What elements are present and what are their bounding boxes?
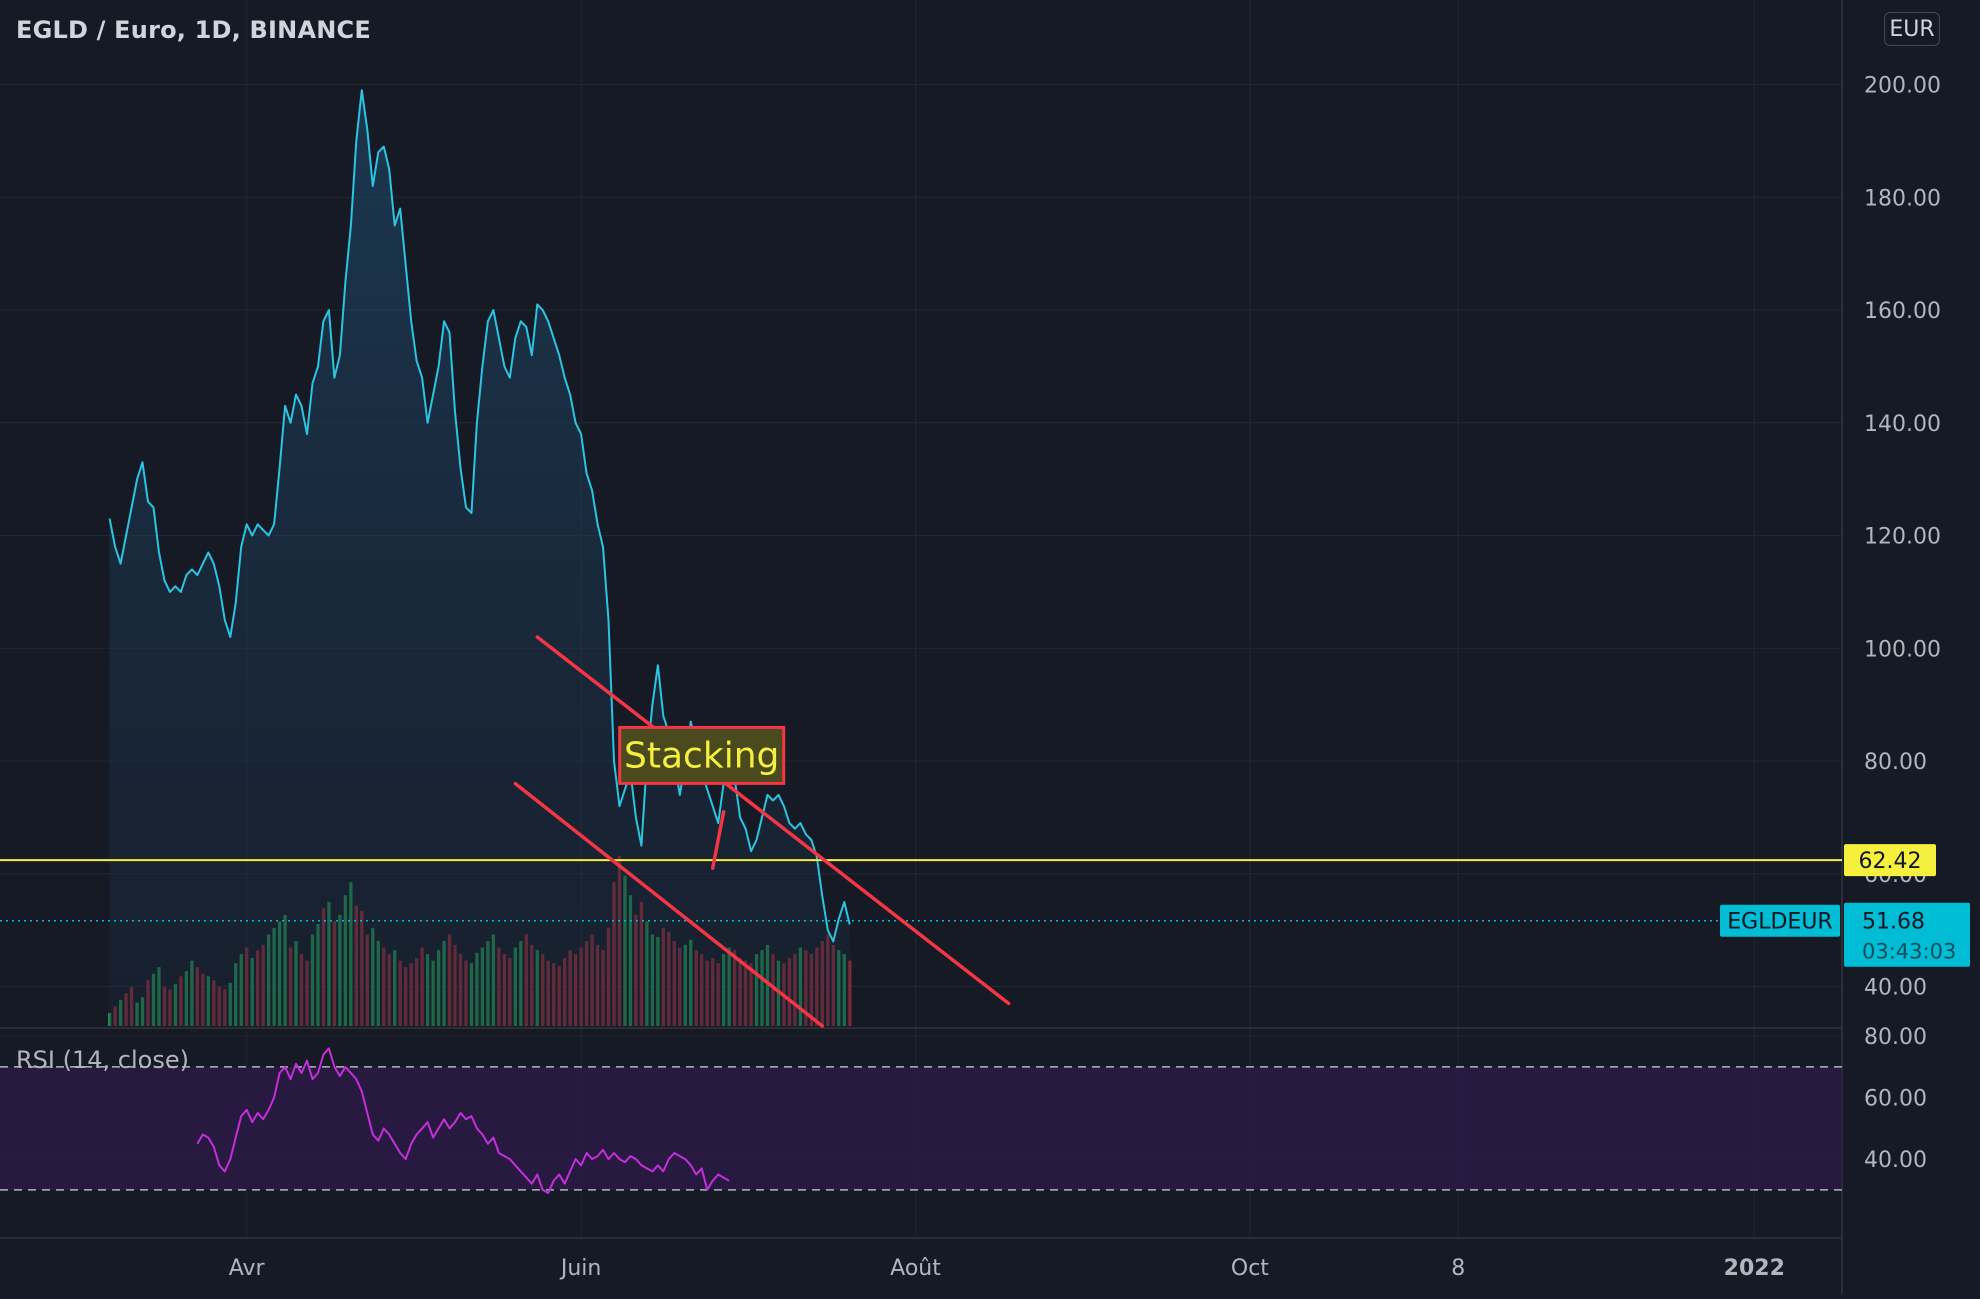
volume-bar — [848, 960, 852, 1026]
rsi-overbought-oversold-band — [0, 1066, 1842, 1190]
price-axis-label[interactable]: 160.00 — [1864, 299, 1941, 324]
price-labels: 62.42 EGLDEUR 51.68 03:43:03 — [1720, 844, 1970, 967]
rsi-axis-label[interactable]: 60.00 — [1864, 1087, 1927, 1112]
rsi-band — [0, 1066, 1842, 1191]
price-area-fill — [109, 90, 850, 1026]
annotation-box[interactable] — [618, 725, 786, 785]
rsi-indicator-label[interactable]: RSI (14, close) — [16, 1046, 189, 1074]
rsi-series-line — [196, 1047, 730, 1194]
support-price-label: 62.42 — [1859, 849, 1922, 874]
ticker-label: EGLDEUR — [1727, 910, 1832, 935]
ticker-label-bg — [1720, 904, 1840, 937]
time-axis-label[interactable]: Oct — [1231, 1256, 1269, 1281]
price-axis-label[interactable]: 80.00 — [1864, 750, 1927, 775]
time-axis-label[interactable]: 8 — [1451, 1256, 1465, 1281]
price-area — [108, 89, 851, 1026]
trendlines[interactable] — [513, 635, 1011, 1028]
annotation-stacking[interactable]: Stacking — [618, 725, 786, 785]
annotation-text: Stacking — [624, 735, 779, 776]
trendline-upper[interactable] — [535, 635, 1011, 1006]
time-axis-label[interactable]: Juin — [559, 1256, 602, 1281]
time-axis-label[interactable]: 2022 — [1724, 1256, 1785, 1281]
chart-title[interactable]: EGLD / Euro, 1D, BINANCE — [16, 16, 371, 44]
time-axis-label[interactable]: Août — [890, 1256, 941, 1281]
price-axis-label[interactable]: 200.00 — [1864, 74, 1941, 99]
last-price-label-bg — [1844, 902, 1970, 967]
price-axis-label[interactable]: 140.00 — [1864, 412, 1941, 437]
rsi-line — [196, 1047, 730, 1194]
currency-button[interactable]: EUR — [1884, 12, 1940, 46]
time-axis-label[interactable]: Avr — [229, 1256, 266, 1281]
support-price-label-bg — [1844, 844, 1936, 877]
trendline-lower[interactable] — [513, 781, 825, 1028]
annotations[interactable]: Stacking — [618, 725, 786, 785]
rsi-axis-label[interactable]: 40.00 — [1864, 1148, 1927, 1173]
price-axis-label[interactable]: 100.00 — [1864, 637, 1941, 662]
horizontal-lines[interactable] — [0, 859, 1842, 922]
price-axis-label[interactable]: 40.00 — [1864, 976, 1927, 1001]
bar-countdown-label: 03:43:03 — [1862, 940, 1956, 964]
rsi-axis-label[interactable]: 80.00 — [1864, 1025, 1927, 1050]
trendline-marker[interactable] — [710, 810, 726, 870]
price-axis-label[interactable]: 180.00 — [1864, 186, 1941, 211]
last-price-label: 51.68 — [1862, 910, 1925, 935]
price-axis-label[interactable]: 120.00 — [1864, 525, 1941, 550]
